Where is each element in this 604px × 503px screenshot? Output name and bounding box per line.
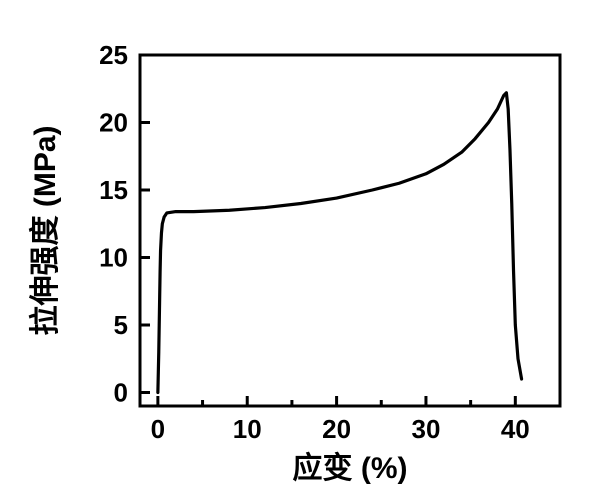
y-tick-label: 20 <box>99 108 128 138</box>
y-tick-label: 25 <box>99 40 128 70</box>
x-tick-label: 40 <box>501 414 530 444</box>
x-tick-label: 0 <box>151 414 165 444</box>
y-tick-label: 5 <box>114 310 128 340</box>
x-axis-label: 应变 (%) <box>293 451 408 485</box>
y-tick-label: 15 <box>99 175 128 205</box>
chart-container: { "chart": { "type": "line", "width": 60… <box>0 0 604 503</box>
x-tick-label: 10 <box>233 414 262 444</box>
y-tick-label: 0 <box>114 378 128 408</box>
chart-svg: 0 10 20 30 40 0 5 10 15 20 25 应变 (%) 拉伸强度 (MPa) <box>0 0 604 503</box>
y-tick-label: 10 <box>99 243 128 273</box>
x-tick-label: 20 <box>322 414 351 444</box>
y-axis-label: 拉伸强度 (MPa) <box>28 126 62 336</box>
x-tick-label: 30 <box>411 414 440 444</box>
